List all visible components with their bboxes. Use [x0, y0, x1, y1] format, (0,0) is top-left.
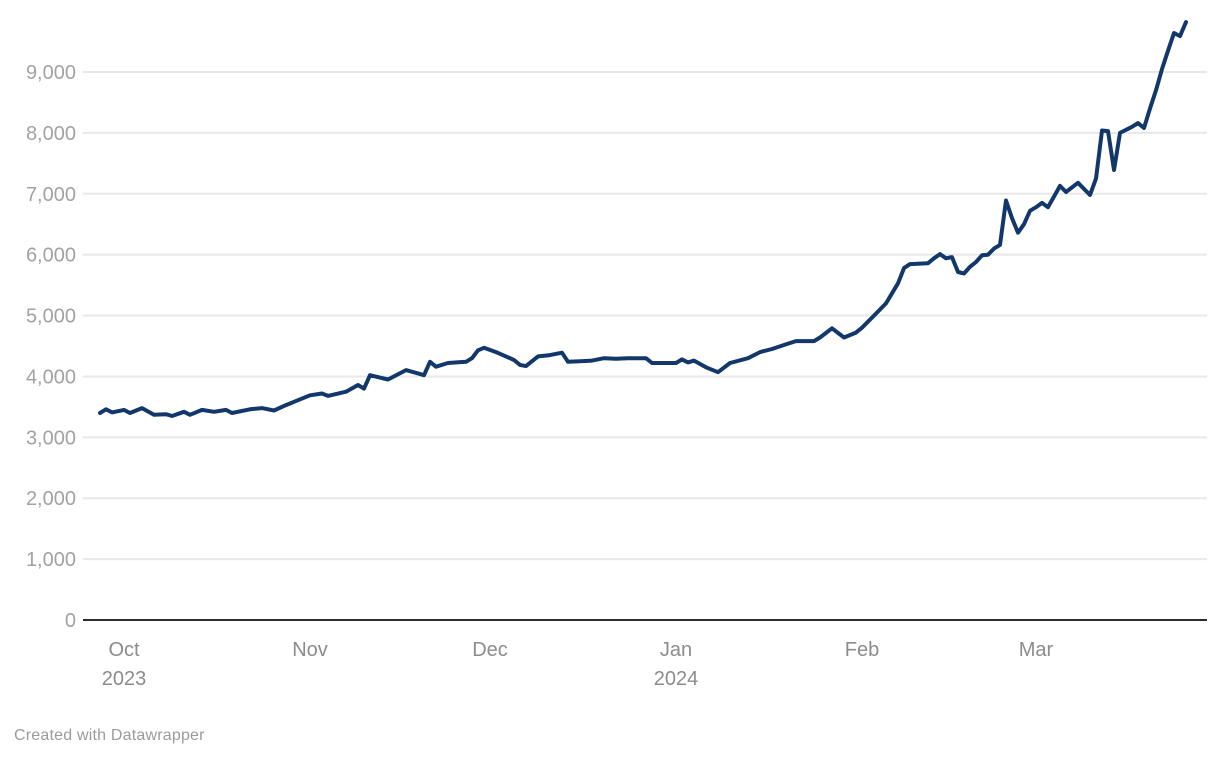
y-axis-tick-label: 9,000 — [26, 62, 76, 84]
x-axis-year-label: 2024 — [654, 668, 699, 690]
x-axis-month-label: Mar — [1019, 639, 1054, 661]
x-axis-year-label: 2023 — [102, 668, 147, 690]
y-axis-tick-label: 8,000 — [26, 123, 76, 145]
x-axis-month-label: Oct — [108, 639, 140, 661]
x-axis-month-label: Jan — [660, 639, 692, 661]
data-line-series — [98, 20, 1188, 418]
x-axis-month-label: Dec — [472, 639, 508, 661]
y-axis-tick-label: 1,000 — [26, 549, 76, 571]
y-axis-tick-label: 7,000 — [26, 184, 76, 206]
x-axis-month-label: Nov — [292, 639, 328, 661]
y-axis-tick-label: 5,000 — [26, 306, 76, 328]
attribution-text: Created with Datawrapper — [14, 727, 205, 744]
y-axis-tick-label: 3,000 — [26, 427, 76, 449]
y-axis-tick-label: 2,000 — [26, 488, 76, 510]
y-axis-tick-label: 4,000 — [26, 366, 76, 388]
x-axis-month-label: Feb — [845, 639, 879, 661]
y-axis-tick-label: 6,000 — [26, 245, 76, 267]
y-axis-tick-label: 0 — [65, 610, 76, 632]
